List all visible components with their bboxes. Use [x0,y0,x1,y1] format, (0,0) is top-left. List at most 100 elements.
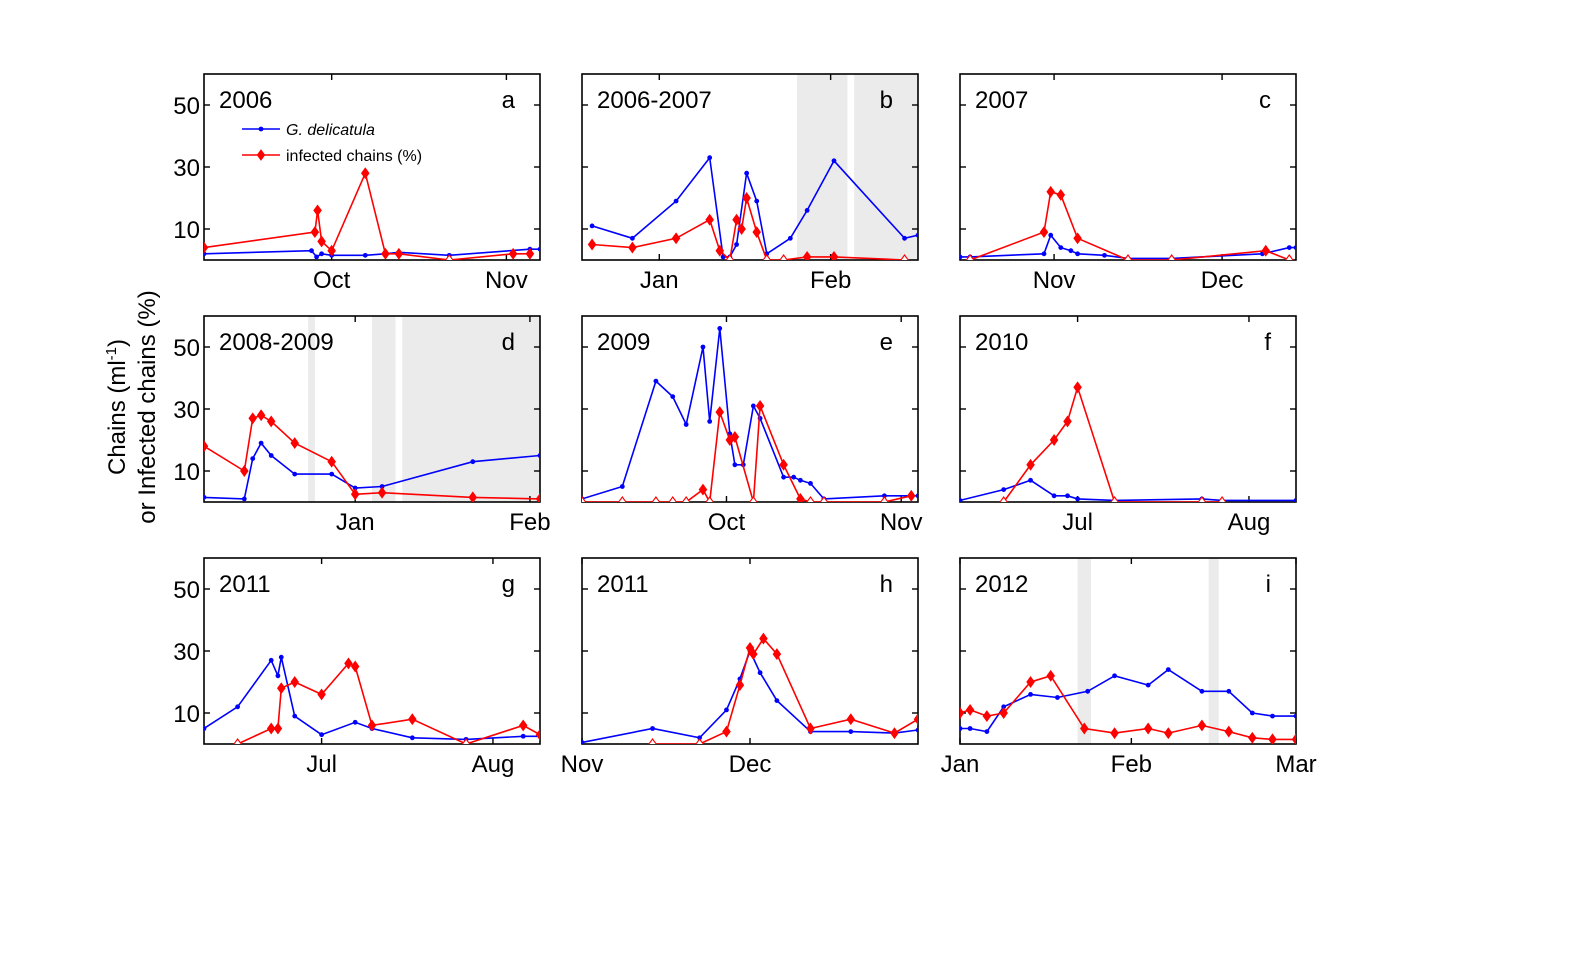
legend: G. delicatula infected chains (%) [242,122,422,165]
panel-letter-b: b [880,87,893,114]
y-axis-label-superscript: -1 [103,347,120,360]
y-tick-label-a: 50 [173,93,200,120]
x-tick-label-a: Nov [485,267,528,294]
point-infected-b [737,223,746,235]
point-gdelicatula-b [707,155,713,161]
series-line-infected-e [582,405,912,502]
panel-d: 10 30 50 Jan Feb 2008-2009 d [173,315,551,536]
point-gdelicatula-g [409,735,415,741]
panel-title-h: 2011 [597,571,649,598]
point-infected-d [535,492,540,502]
point-infected-b [732,213,741,226]
point-gdelicatula-e [670,394,676,399]
point-infected-g [290,676,299,688]
point-infected-h [806,722,815,735]
point-infected-i [999,707,1008,719]
point-infected-b [742,192,751,204]
point-infected-i [960,707,965,719]
point-infected-e [907,489,916,502]
point-gdelicatula-c [960,254,963,260]
point-infected-c [1073,232,1082,245]
point-infected-d [204,440,209,453]
y-tick-label-a: 10 [173,217,200,244]
point-gdelicatula-b [589,223,595,229]
point-infected-f [1073,381,1082,394]
point-infected-c [1261,244,1271,257]
point-infected-i [982,710,992,723]
point-gdelicatula-i [1293,713,1296,719]
point-infected-g [317,688,326,701]
point-infected-a [381,247,390,260]
point-infected-f [1217,496,1227,502]
point-gdelicatula-e [700,344,706,350]
point-infected-i [1143,722,1153,735]
point-infected-d [468,491,478,502]
point-gdelicatula-d [537,453,540,458]
shaded-period-i-1 [1208,558,1219,744]
y-tick-label-d: 50 [173,335,200,362]
x-tick-label-a: Oct [313,267,351,294]
point-gdelicatula-e [808,481,813,486]
panel-letter-c: c [1259,87,1271,114]
point-infected-b [628,241,637,254]
panel-letter-f: f [1264,329,1271,356]
series-line-gdelicatula-f [960,479,1296,502]
point-gdelicatula-d [352,485,358,491]
point-gdelicatula-i [1112,673,1117,679]
point-gdelicatula-i [1001,704,1007,710]
point-gdelicatula-h [757,670,763,676]
panel-letter-i: i [1266,571,1271,598]
x-tick-label-c: Nov [1033,267,1076,294]
x-tick-label-e: Nov [880,509,923,536]
plot-area-g [204,654,540,744]
panel-c: Nov Dec 2007 c [959,73,1297,294]
point-infected-d [266,415,276,428]
point-gdelicatula-g [268,657,274,663]
point-infected-a [394,247,404,260]
point-gdelicatula-h [774,698,780,703]
point-infected-e [796,492,805,502]
point-infected-c [965,254,975,260]
y-axis-label-line1: Chains (ml [104,360,131,475]
point-gdelicatula-b [831,158,837,164]
point-gdelicatula-i [1249,710,1255,716]
point-infected-i [1248,731,1257,744]
shaded-period-d-0 [308,316,315,502]
point-gdelicatula-e [732,462,738,468]
point-gdelicatula-a [319,251,324,257]
point-infected-a [327,244,336,257]
y-tick-label-d: 30 [173,397,200,424]
point-infected-h [890,727,899,740]
panel-title-d: 2008-2009 [219,329,334,356]
point-infected-b [802,250,812,260]
point-infected-i [1026,676,1035,688]
point-gdelicatula-f [1293,498,1296,502]
point-infected-g [266,722,276,735]
point-gdelicatula-i [984,729,990,734]
point-infected-f [1026,458,1035,471]
legend-label-infected: infected chains (%) [286,148,422,165]
panel-letter-h: h [880,571,893,598]
panel-letter-g: g [502,571,515,598]
point-infected-e [618,496,627,502]
point-gdelicatula-e [619,484,625,489]
point-infected-d [240,465,249,477]
y-tick-label-g: 50 [173,577,200,604]
point-infected-e [582,496,587,502]
point-infected-g [408,713,417,726]
point-gdelicatula-b [804,208,810,213]
point-infected-h [913,713,918,726]
point-infected-d [327,455,336,468]
point-gdelicatula-e [683,422,689,427]
point-gdelicatula-f [1051,493,1057,499]
point-gdelicatula-i [1199,688,1205,694]
x-tick-label-h: Dec [729,751,772,778]
point-gdelicatula-f [960,498,963,502]
point-infected-c [1167,254,1176,260]
point-gdelicatula-f [1028,477,1033,483]
point-infected-i [1110,727,1119,740]
point-gdelicatula-c [1048,232,1054,238]
point-gdelicatula-b [915,232,918,238]
point-infected-a [525,247,535,260]
x-tick-label-g: Jul [306,751,337,778]
